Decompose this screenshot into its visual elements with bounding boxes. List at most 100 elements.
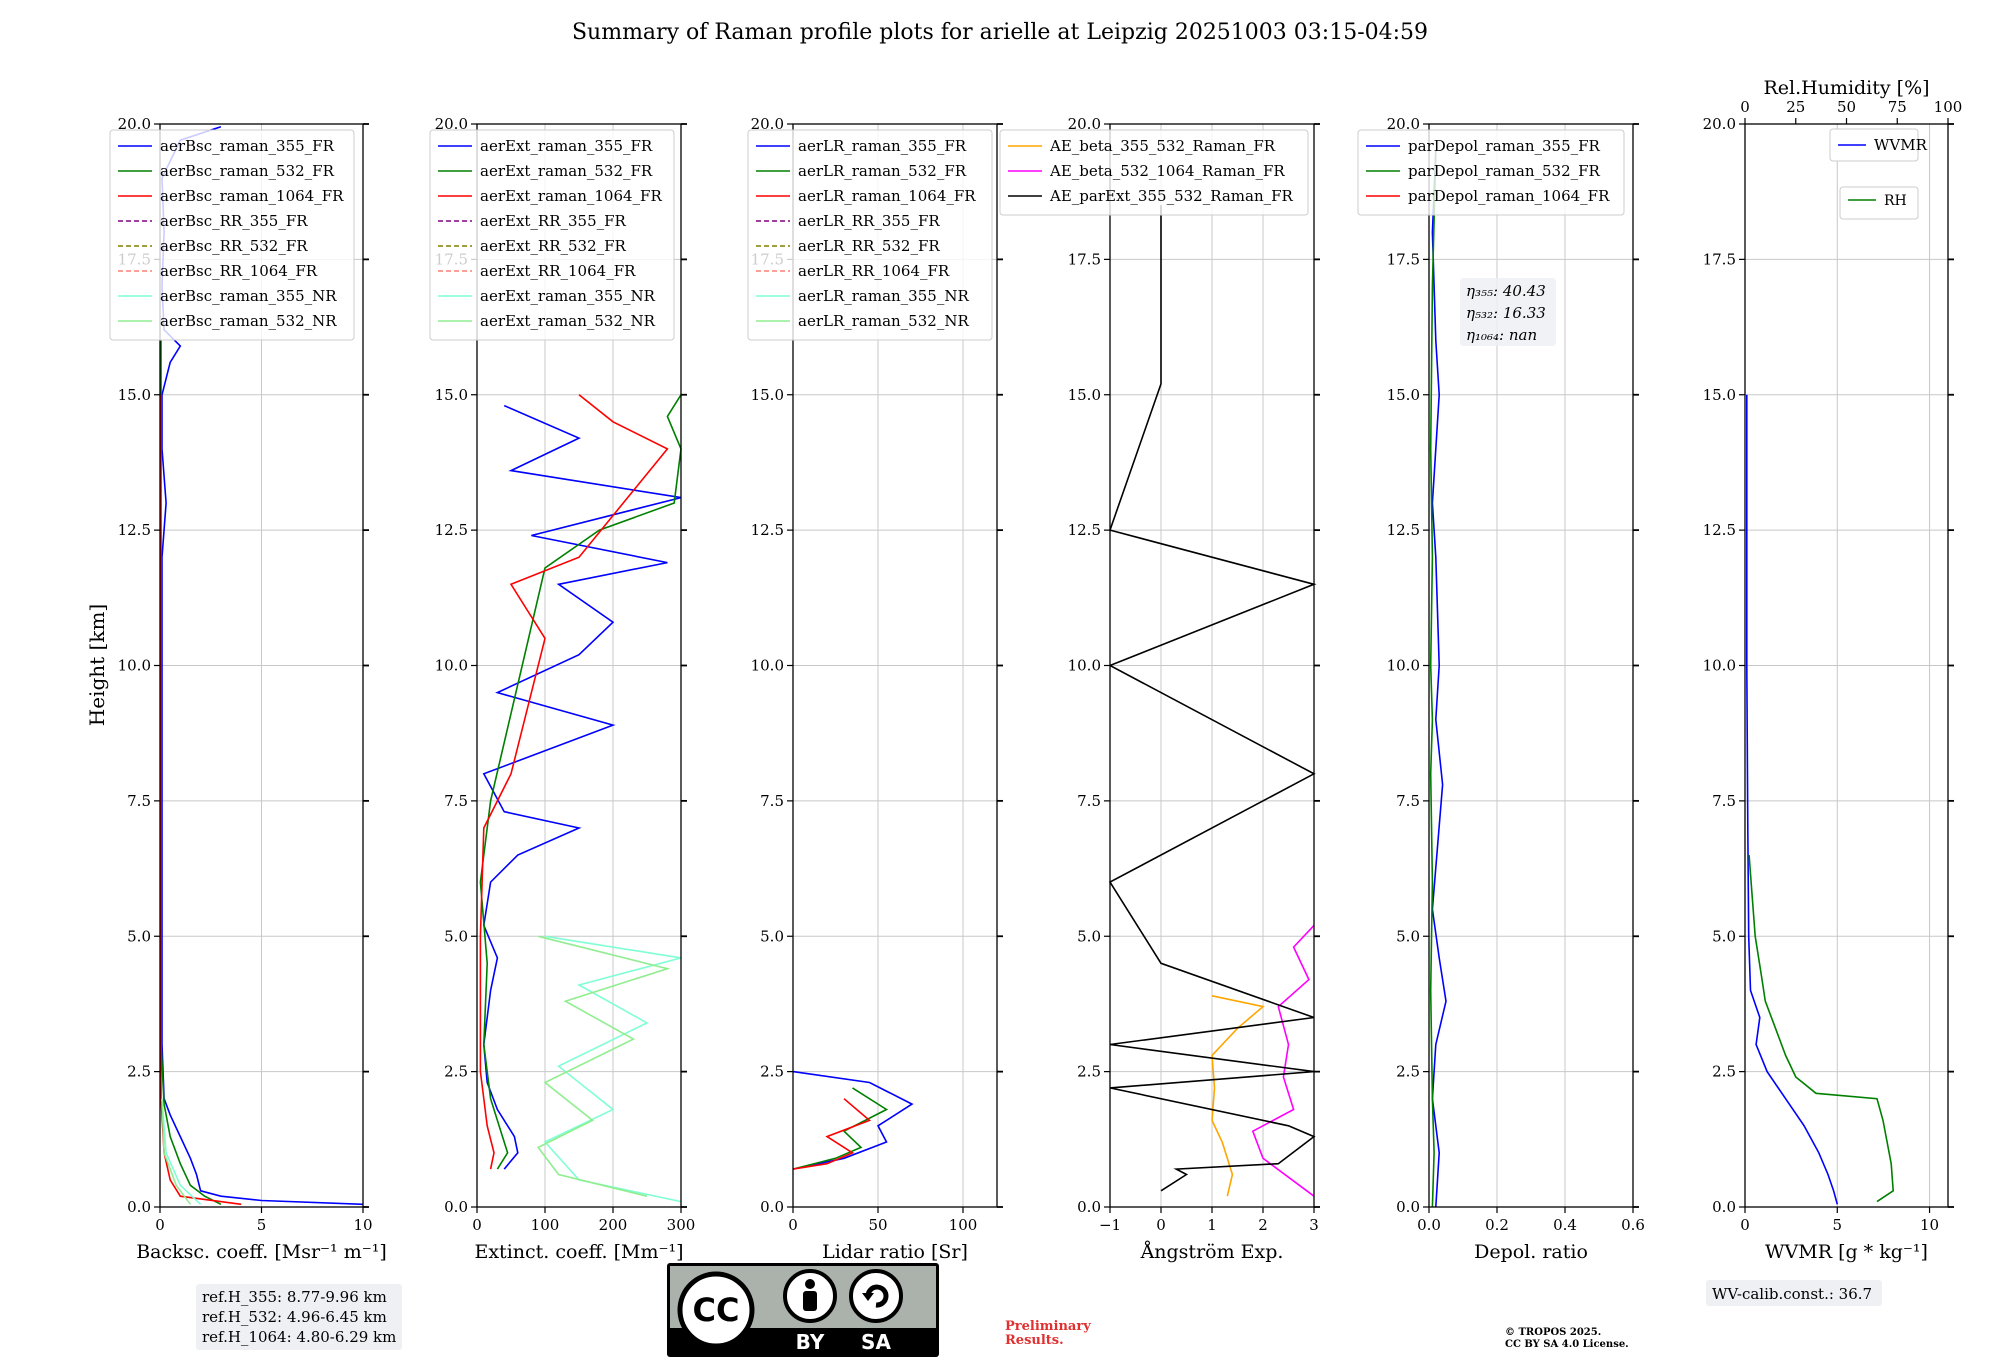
legend: parDepol_raman_355_FR parDepol_raman_532_…	[1357, 129, 1625, 216]
legend-box	[109, 129, 355, 341]
series-WVMR	[1746, 394, 1839, 1205]
series-aerExt_raman_532_NR	[536, 935, 671, 1197]
top-x-tick-label: 0	[1740, 98, 1750, 116]
y-tick-label: 7.5	[444, 792, 468, 810]
legend-label: aerLR_raman_355_NR	[798, 287, 969, 305]
x-tick-label: 0.2	[1485, 1216, 1509, 1234]
ref-height-box: ref.H_355: 8.77-9.96 km ref.H_532: 4.96-…	[196, 1284, 403, 1350]
series-RH	[1748, 854, 1895, 1203]
legend-label: aerExt_RR_532_FR	[480, 237, 627, 255]
legend: AE_beta_355_532_Raman_FR AE_beta_532_1064…	[999, 129, 1309, 216]
y-tick-label: 12.5	[435, 521, 468, 539]
legend-label: parDepol_raman_532_FR	[1408, 162, 1601, 180]
y-tick-label: 5.0	[127, 927, 151, 945]
y-tick-label: 0.0	[1712, 1198, 1736, 1216]
copyright-line-1: © TROPOS 2025.	[1505, 1327, 1602, 1338]
legend-label: aerBsc_raman_355_FR	[160, 137, 335, 155]
y-tick-label: 15.0	[1703, 386, 1736, 404]
y-tick-label: 10.0	[1387, 657, 1420, 675]
legend-box	[999, 129, 1309, 216]
ref-height-532: ref.H_532: 4.96-6.45 km	[202, 1308, 387, 1326]
y-tick-label: 12.5	[1387, 521, 1420, 539]
top-x-tick-label: 100	[1934, 98, 1963, 116]
x-tick-label: 100	[949, 1216, 978, 1234]
y-tick-label: 2.5	[760, 1063, 784, 1081]
y-tick-label: 17.5	[1703, 250, 1736, 268]
panel-depol: 0.0 2.5 5.0 7.5 10.0 12.5 15.0 17.5 20.0 0.0 0.2 0.…	[1357, 115, 1645, 1263]
y-tick-label: 10.0	[118, 657, 151, 675]
series-AE_beta_532_1064_Raman_FR	[1251, 924, 1315, 1197]
y-tick-label: 2.5	[1396, 1063, 1420, 1081]
x-tick-label: 0	[1156, 1216, 1166, 1234]
annotation-line: η₁₀₆₄: nan	[1466, 326, 1537, 344]
legend-label: RH	[1884, 193, 1907, 209]
panel-angstrom: 0.0 2.5 5.0 7.5 10.0 12.5 15.0 17.5 20.0 −1 0 1 2 3 Ån…	[999, 115, 1320, 1263]
legend-label: aerBsc_RR_1064_FR	[160, 262, 318, 280]
x-tick-label: 1	[1207, 1216, 1217, 1234]
x-axis-label: Lidar ratio [Sr]	[822, 1241, 968, 1263]
x-tick-label: 5	[257, 1216, 267, 1234]
y-tick-label: 7.5	[1712, 792, 1736, 810]
cc-text: CC	[693, 1291, 740, 1329]
y-tick-label: 0.0	[1396, 1198, 1420, 1216]
legend-label: aerLR_RR_355_FR	[798, 212, 940, 230]
y-tick-label: 20.0	[1387, 115, 1420, 133]
series-aerExt_raman_355_NR	[543, 935, 682, 1203]
y-tick-label: 0.0	[444, 1198, 468, 1216]
y-tick-label: 5.0	[1396, 927, 1420, 945]
annotation-line: WV-calib.const.: 36.7	[1712, 1285, 1872, 1303]
legend-label: aerExt_raman_532_NR	[480, 312, 656, 330]
x-tick-label: 200	[599, 1216, 628, 1234]
legend-label: AE_beta_532_1064_Raman_FR	[1049, 162, 1285, 180]
legend: WVMR RH	[1829, 128, 1928, 220]
y-tick-label: 17.5	[1068, 250, 1101, 268]
legend-label: parDepol_raman_1064_FR	[1408, 187, 1610, 205]
y-tick-label: 2.5	[1712, 1063, 1736, 1081]
x-tick-label: 5	[1832, 1216, 1842, 1234]
legend-label: aerExt_raman_355_FR	[480, 137, 653, 155]
y-tick-label: 20.0	[1703, 115, 1736, 133]
top-x-tick-label: 75	[1888, 98, 1907, 116]
panel-wvmr: 0.02.55.07.510.012.515.017.520.00 5 10WVMR…	[1703, 77, 1963, 1306]
y-tick-label: 17.5	[1387, 250, 1420, 268]
top-x-axis-label: Rel.Humidity [%]	[1763, 77, 1929, 99]
top-x-tick-label: 50	[1837, 98, 1856, 116]
series-aerBsc_raman_355_NR	[161, 1098, 202, 1205]
y-tick-label: 5.0	[1077, 927, 1101, 945]
legend-label: aerBsc_raman_532_NR	[160, 312, 337, 330]
series-aerBsc_raman_532_NR	[161, 1098, 192, 1205]
x-tick-label: 0	[1740, 1216, 1750, 1234]
y-tick-label: 10.0	[1068, 657, 1101, 675]
y-tick-label: 20.0	[751, 115, 784, 133]
x-tick-label: 50	[868, 1216, 887, 1234]
legend-label: aerBsc_raman_532_FR	[160, 162, 335, 180]
legend-label: parDepol_raman_355_FR	[1408, 137, 1601, 155]
legend-box	[747, 129, 993, 341]
series-parDepol_raman_532_FR	[1429, 151, 1437, 1208]
legend-label: AE_parExt_355_532_Raman_FR	[1049, 187, 1294, 205]
y-tick-label: 12.5	[751, 521, 784, 539]
x-tick-label: −1	[1099, 1216, 1121, 1234]
x-tick-label: 0	[788, 1216, 798, 1234]
x-tick-label: 0.4	[1553, 1216, 1577, 1234]
y-tick-label: 12.5	[1068, 521, 1101, 539]
legend-box	[1357, 129, 1625, 216]
legend-label: aerExt_raman_355_NR	[480, 287, 656, 305]
by-text: BY	[796, 1330, 825, 1354]
x-tick-label: 0.0	[1417, 1216, 1441, 1234]
y-tick-label: 0.0	[1077, 1198, 1101, 1216]
legend-label: aerLR_raman_532_FR	[798, 162, 967, 180]
legend-box	[1839, 186, 1919, 220]
copyright-note: © TROPOS 2025. CC BY SA 4.0 License.	[1505, 1327, 1629, 1351]
series-aerExt_raman_532_FR	[479, 394, 682, 1170]
legend-label: aerBsc_raman_355_NR	[160, 287, 337, 305]
series-aerExt_raman_1064_FR	[479, 394, 669, 1170]
x-tick-label: 10	[353, 1216, 372, 1234]
y-tick-label: 7.5	[1396, 792, 1420, 810]
x-tick-label: 100	[531, 1216, 560, 1234]
y-tick-label: 20.0	[435, 115, 468, 133]
y-tick-label: 20.0	[118, 115, 151, 133]
legend-box	[1829, 128, 1919, 162]
figure-title: Summary of Raman profile plots for ariel…	[571, 20, 1429, 45]
series-aerLR_raman_1064_FR	[792, 1098, 872, 1170]
